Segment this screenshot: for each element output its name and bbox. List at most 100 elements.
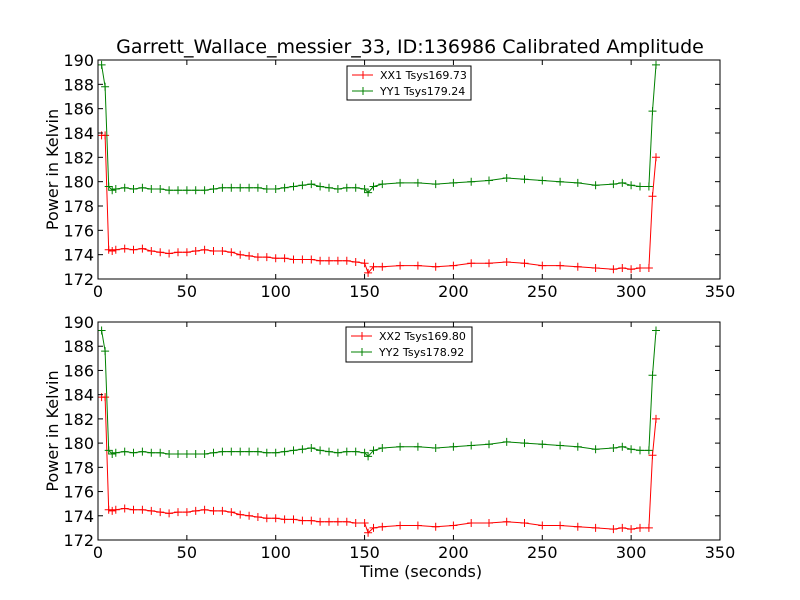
y-tick-label: 188 <box>63 75 94 94</box>
data-point <box>289 255 298 264</box>
data-point <box>333 185 342 193</box>
data-point <box>289 515 298 524</box>
data-point <box>253 513 262 521</box>
data-point <box>556 177 565 186</box>
data-point <box>342 256 351 265</box>
top-chart-panel: 0 50 100 150 200 250 300 350 172 174 176 178 180 182 1… <box>43 51 735 301</box>
data-point <box>644 446 653 455</box>
y-tick-label: 180 <box>63 173 94 192</box>
data-point <box>236 183 245 192</box>
data-point <box>449 178 458 187</box>
data-point <box>648 371 657 380</box>
data-point <box>333 517 342 526</box>
legend-label-2: YY2 Tsys178.92 <box>378 346 464 359</box>
data-point <box>147 185 156 193</box>
data-point <box>333 448 342 457</box>
data-point <box>413 178 422 187</box>
data-point <box>636 182 644 191</box>
data-point <box>253 253 262 262</box>
data-point <box>378 522 387 531</box>
data-point <box>307 255 316 264</box>
data-point <box>165 450 174 458</box>
x-tick-label: 250 <box>527 282 558 301</box>
y-tick-label: 190 <box>63 313 94 332</box>
data-point <box>396 442 405 451</box>
legend-marker-2 <box>358 348 366 356</box>
y-tick-label: 184 <box>63 386 94 405</box>
data-point <box>618 178 627 187</box>
data-point <box>165 186 174 195</box>
data-point <box>609 265 618 274</box>
y-tick-label: 184 <box>63 124 94 143</box>
data-point <box>182 248 191 257</box>
data-point <box>618 264 627 272</box>
data-point <box>209 506 218 515</box>
x-tick-label: 150 <box>349 543 380 562</box>
data-point <box>307 180 316 189</box>
data-point <box>271 448 280 457</box>
data-point <box>538 440 547 449</box>
data-point <box>200 186 209 195</box>
x-tick-label: 300 <box>616 543 647 562</box>
data-point <box>156 448 165 457</box>
y-tick-label: 182 <box>63 410 94 429</box>
data-point <box>218 506 227 515</box>
figure-title: Garrett_Wallace_messier_33, ID:136986 Ca… <box>116 36 704 58</box>
y-tick-label: 174 <box>63 507 94 526</box>
data-point <box>280 254 289 263</box>
data-point <box>200 245 209 254</box>
data-point <box>298 516 307 525</box>
data-point <box>182 186 191 195</box>
data-point <box>396 521 405 530</box>
data-point <box>573 262 582 271</box>
data-point <box>129 448 138 457</box>
data-point <box>200 505 209 514</box>
data-point <box>502 174 511 182</box>
data-point <box>191 186 200 195</box>
data-point <box>129 505 138 514</box>
data-point <box>316 256 325 265</box>
data-point <box>556 261 565 270</box>
data-point <box>467 259 476 268</box>
data-point <box>104 505 113 514</box>
data-point <box>307 444 316 452</box>
data-point <box>652 153 660 162</box>
data-point <box>364 188 373 197</box>
data-point <box>573 178 582 187</box>
data-point <box>147 448 156 457</box>
data-point <box>627 525 636 534</box>
data-point <box>449 521 458 530</box>
data-point <box>538 176 547 185</box>
data-point <box>138 183 147 192</box>
data-point <box>289 182 298 191</box>
data-point <box>97 60 106 69</box>
data-point <box>262 448 271 457</box>
legend: XX1 Tsys169.73 YY1 Tsys179.24 <box>346 65 472 101</box>
x-tick-label: 150 <box>349 282 380 301</box>
data-point <box>502 258 511 266</box>
data-point <box>333 256 342 265</box>
data-point <box>502 517 511 526</box>
data-point <box>218 183 227 192</box>
data-point <box>467 441 476 450</box>
data-point <box>101 82 110 91</box>
data-point <box>236 250 245 259</box>
data-point <box>209 247 218 255</box>
data-point <box>129 245 138 254</box>
data-point <box>120 183 129 192</box>
data-point <box>396 178 405 187</box>
data-point <box>351 519 360 527</box>
data-point <box>108 186 117 195</box>
data-point <box>104 245 113 254</box>
x-tick-label: 50 <box>177 282 197 301</box>
data-point <box>636 446 644 455</box>
legend-box <box>345 326 473 363</box>
data-point <box>573 442 582 451</box>
data-point <box>644 182 653 191</box>
data-point <box>200 450 209 458</box>
data-point <box>271 254 280 263</box>
data-point <box>245 183 254 192</box>
data-point <box>648 192 657 201</box>
data-point <box>174 508 182 517</box>
data-point <box>618 523 627 532</box>
